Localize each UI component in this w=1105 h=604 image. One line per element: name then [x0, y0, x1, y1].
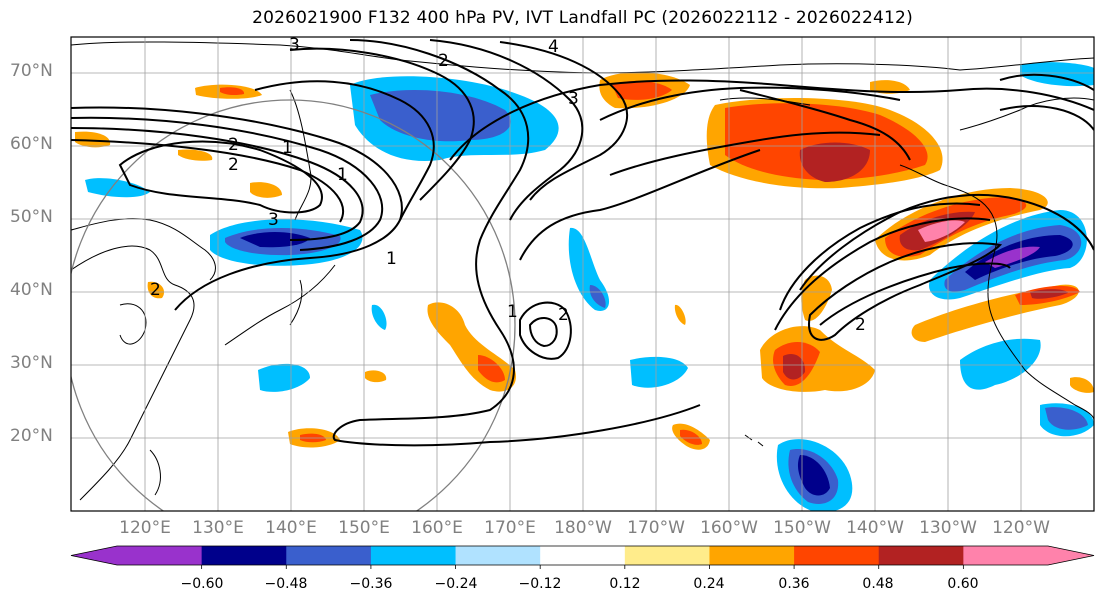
lon-label: 130°E — [192, 518, 244, 538]
colorbar-segment — [794, 546, 880, 565]
contour-label: 3 — [289, 35, 300, 55]
lon-label: 150°E — [338, 518, 390, 538]
colorbar-tick-label: 0.60 — [947, 576, 979, 592]
colorbar-segment — [117, 546, 203, 565]
pv-contours — [71, 39, 1094, 447]
colorbar-tick-label: 0.36 — [778, 576, 810, 592]
colorbar-segment — [286, 546, 372, 565]
coastlines — [71, 41, 1094, 501]
contour-label: 3 — [568, 89, 579, 109]
lat-label: 50°N — [10, 207, 53, 227]
lon-label: 150°W — [773, 518, 831, 538]
lat-label: 60°N — [10, 134, 53, 154]
contour-label: 1 — [282, 138, 293, 158]
colorbar-segment — [455, 546, 541, 565]
contour-label: 2 — [438, 51, 449, 71]
colorbar-tick-label: −0.12 — [518, 576, 562, 592]
lat-label: 70°N — [10, 61, 53, 81]
colorbar-tick-label: −0.60 — [180, 576, 224, 592]
map-title: 2026021900 F132 400 hPa PV, IVT Landfall… — [252, 8, 913, 28]
lat-label: 30°N — [10, 353, 53, 373]
colorbar-segment — [540, 546, 626, 565]
lon-label: 160°W — [700, 518, 758, 538]
contour-label: 2 — [228, 135, 239, 155]
shading-negative-japan-center — [240, 232, 310, 248]
colorbar-tick-label: −0.48 — [264, 576, 308, 592]
contour-label: 2 — [855, 315, 866, 335]
contour-labels: 1 1 1 1 2 2 2 2 2 2 3 3 3 4 — [150, 35, 866, 335]
colorbar — [70, 545, 1095, 569]
contour-label: 1 — [337, 165, 348, 185]
contour-label: 2 — [150, 280, 161, 300]
contour-label: 2 — [558, 305, 569, 325]
colorbar-tick-label: 0.48 — [862, 576, 894, 592]
map-frame — [70, 36, 1095, 512]
lon-label: 120°E — [119, 518, 171, 538]
lon-label: 120°W — [992, 518, 1050, 538]
colorbar-segment — [201, 546, 287, 565]
lat-label: 20°N — [10, 426, 53, 446]
contour-label: 4 — [548, 37, 559, 57]
distance-circle — [71, 99, 516, 511]
colorbar-tick-label: −0.24 — [434, 576, 478, 592]
colorbar-segment — [963, 546, 1049, 565]
colorbar-tick-label: 0.24 — [693, 576, 725, 592]
contour-label: 3 — [268, 210, 279, 230]
colorbar-extend-max — [1048, 546, 1094, 565]
contour-label: 1 — [386, 249, 397, 269]
lon-label: 130°W — [919, 518, 977, 538]
colorbar-outline — [70, 545, 1095, 566]
colorbar-tick-label: 0.12 — [609, 576, 641, 592]
colorbar-segment — [878, 546, 964, 565]
lon-label: 140°W — [846, 518, 904, 538]
lon-label: 140°E — [265, 518, 317, 538]
lon-label: 180°W — [554, 518, 612, 538]
contour-label: 1 — [507, 302, 518, 322]
lon-label: 160°E — [411, 518, 463, 538]
colorbar-segment — [370, 546, 457, 565]
lat-label: 40°N — [10, 280, 53, 300]
lon-label: 170°E — [484, 518, 536, 538]
colorbar-segment — [624, 546, 710, 565]
colorbar-tick-label: −0.36 — [349, 576, 393, 592]
colorbar-segment — [709, 546, 795, 565]
colorbar-extend-min — [71, 546, 117, 565]
map-panel: 1 1 1 1 2 2 2 2 2 2 3 3 3 4 — [71, 35, 1094, 511]
contour-label: 2 — [228, 155, 239, 175]
lon-label: 170°W — [627, 518, 685, 538]
